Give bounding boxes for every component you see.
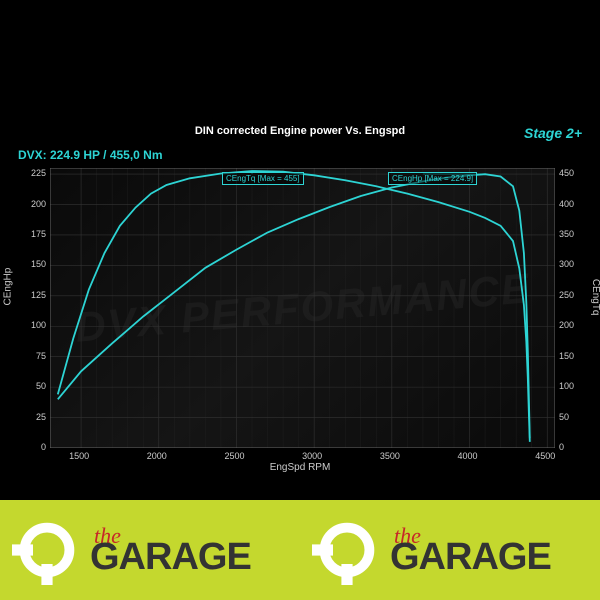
- logo-garage-1: GARAGE: [90, 541, 251, 573]
- x-tick: 4000: [458, 451, 478, 461]
- wrench-icon: [312, 515, 382, 585]
- x-axis-label: EngSpd RPM: [0, 462, 600, 473]
- y-tick-right: 300: [559, 259, 574, 269]
- logo-strip: the GARAGE the GARAGE: [0, 500, 600, 600]
- y-tick-right: 350: [559, 229, 574, 239]
- dvx-readout: DVX: 224.9 HP / 455,0 Nm: [18, 148, 163, 162]
- x-tick: 3500: [380, 451, 400, 461]
- y-tick-left: 175: [31, 229, 46, 239]
- logo-cell-1: the GARAGE: [0, 500, 300, 600]
- y-tick-right: 0: [559, 442, 564, 452]
- y-tick-right: 150: [559, 351, 574, 361]
- y-tick-right: 250: [559, 290, 574, 300]
- logo-cell-2: the GARAGE: [300, 500, 600, 600]
- chart-title: DIN corrected Engine power Vs. Engspd: [0, 125, 600, 137]
- y-tick-right: 400: [559, 199, 574, 209]
- y-tick-left: 200: [31, 199, 46, 209]
- y-tick-right: 450: [559, 168, 574, 178]
- y-tick-left: 0: [41, 442, 46, 452]
- callout-torque: CEngTq [Max = 455]: [222, 172, 304, 185]
- y-tick-left: 100: [31, 320, 46, 330]
- y-axis-left-label: CEngHp: [3, 268, 14, 306]
- y-tick-left: 125: [31, 290, 46, 300]
- x-tick: 3000: [302, 451, 322, 461]
- y-tick-left: 225: [31, 168, 46, 178]
- y-tick-left: 75: [36, 351, 46, 361]
- y-tick-left: 25: [36, 412, 46, 422]
- wrench-icon: [12, 515, 82, 585]
- y-tick-left: 50: [36, 381, 46, 391]
- plot-area: DVX PERFORMANCE: [50, 168, 555, 448]
- y-tick-left: 150: [31, 259, 46, 269]
- y-axis-right-label: CEngTq: [591, 279, 600, 316]
- x-tick: 4500: [535, 451, 555, 461]
- y-tick-right: 50: [559, 412, 569, 422]
- y-tick-right: 100: [559, 381, 574, 391]
- callout-hp: CEngHp [Max = 224.9]: [388, 172, 477, 185]
- stage-label: Stage 2+: [524, 125, 582, 141]
- x-tick: 2500: [224, 451, 244, 461]
- y-tick-right: 200: [559, 320, 574, 330]
- x-tick: 1500: [69, 451, 89, 461]
- logo-garage-2: GARAGE: [390, 541, 551, 573]
- x-tick: 2000: [147, 451, 167, 461]
